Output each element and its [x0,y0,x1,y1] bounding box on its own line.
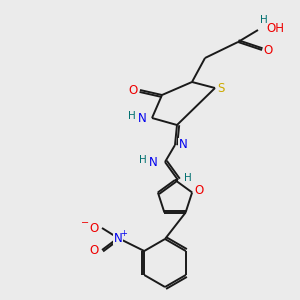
Text: N: N [138,112,146,124]
Text: H: H [184,173,192,183]
Text: +: + [121,229,128,238]
Text: N: N [178,139,188,152]
Text: O: O [128,83,138,97]
Text: H: H [139,155,147,165]
Text: −: − [81,218,89,228]
Text: H: H [128,111,136,121]
Text: S: S [217,82,225,94]
Text: O: O [89,244,99,256]
Text: O: O [194,184,204,197]
Text: N: N [114,232,122,244]
Text: N: N [148,155,158,169]
Text: OH: OH [266,22,284,34]
Text: H: H [260,15,268,25]
Text: O: O [89,221,99,235]
Text: O: O [263,44,273,56]
